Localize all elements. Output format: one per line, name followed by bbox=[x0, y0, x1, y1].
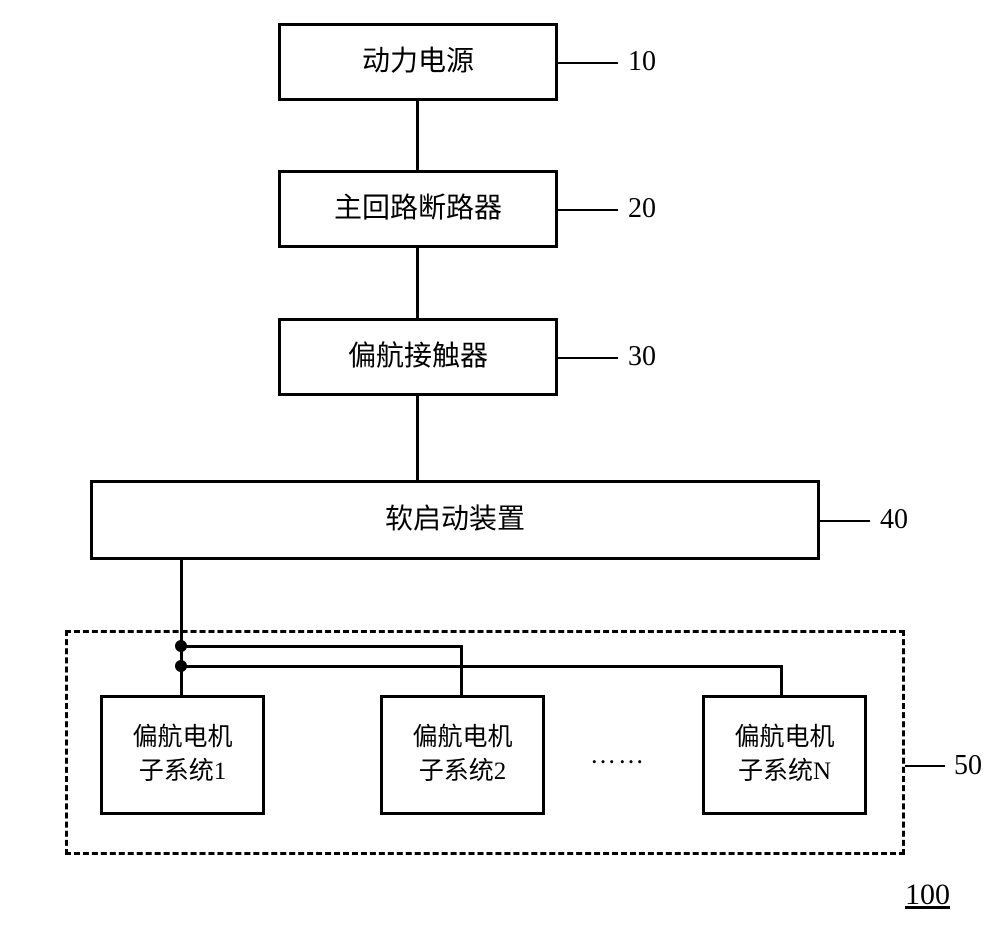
yaw-system-block-diagram: 动力电源 10 主回路断路器 20 偏航接触器 30 软启动装置 40 50 bbox=[0, 0, 1000, 929]
node-yaw-contactor-label: 偏航接触器 bbox=[348, 338, 488, 376]
node-power-supply: 动力电源 bbox=[278, 23, 558, 101]
node-yaw-contactor: 偏航接触器 bbox=[278, 318, 558, 396]
ref-20: 20 bbox=[628, 193, 656, 225]
ellipsis: …… bbox=[590, 740, 646, 770]
node-yaw-motor-sub1: 偏航电机 子系统1 bbox=[100, 695, 265, 815]
edge-10-20 bbox=[416, 101, 419, 170]
node-soft-starter-label: 软启动装置 bbox=[385, 501, 525, 539]
node-soft-starter: 软启动装置 bbox=[90, 480, 820, 560]
edge-30-40 bbox=[416, 396, 419, 480]
leader-40 bbox=[820, 520, 870, 522]
sub1-line2: 子系统1 bbox=[132, 755, 232, 789]
subN-line2: 子系统N bbox=[734, 755, 834, 789]
node-yaw-motor-sub2: 偏航电机 子系统2 bbox=[380, 695, 545, 815]
node-main-breaker: 主回路断路器 bbox=[278, 170, 558, 248]
leader-50 bbox=[905, 765, 945, 767]
figure-number: 100 bbox=[905, 878, 950, 912]
node-main-breaker-label: 主回路断路器 bbox=[334, 190, 502, 228]
sub1-line1: 偏航电机 bbox=[132, 721, 232, 755]
sub2-line2: 子系统2 bbox=[412, 755, 512, 789]
leader-30 bbox=[558, 357, 618, 359]
ref-50: 50 bbox=[954, 750, 982, 782]
node-power-supply-label: 动力电源 bbox=[362, 43, 474, 81]
sub2-line1: 偏航电机 bbox=[412, 721, 512, 755]
node-yaw-motor-subN: 偏航电机 子系统N bbox=[702, 695, 867, 815]
leader-10 bbox=[558, 62, 618, 64]
ref-30: 30 bbox=[628, 341, 656, 373]
leader-20 bbox=[558, 209, 618, 211]
subN-line1: 偏航电机 bbox=[734, 721, 834, 755]
ref-10: 10 bbox=[628, 46, 656, 78]
ref-40: 40 bbox=[880, 504, 908, 536]
edge-20-30 bbox=[416, 248, 419, 318]
